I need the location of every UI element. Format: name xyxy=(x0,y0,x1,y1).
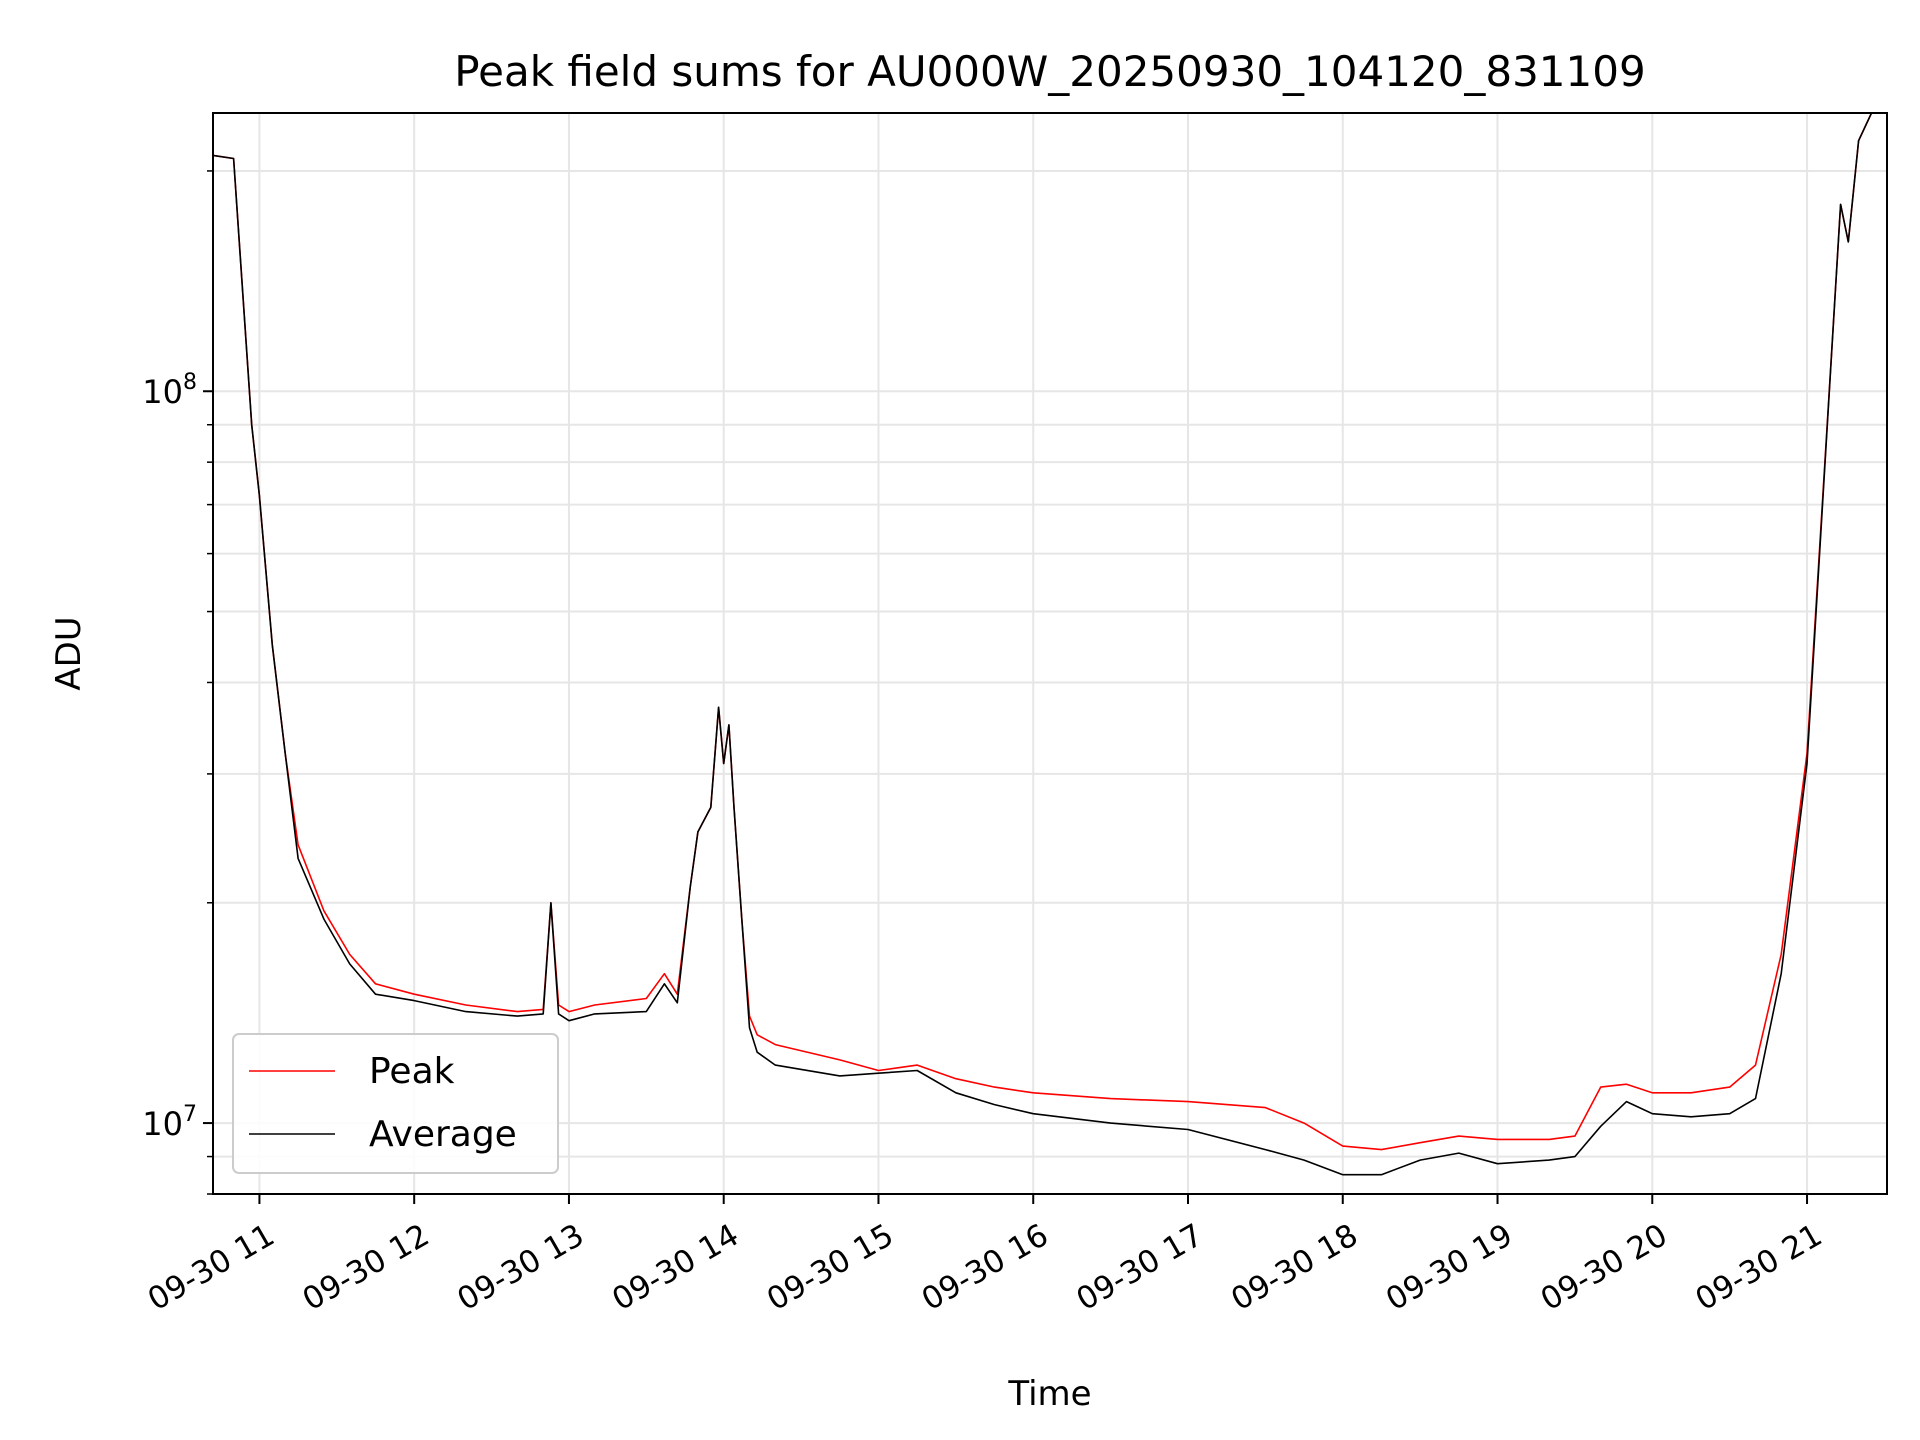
legend: Peak Average xyxy=(232,1033,559,1174)
plot-frame xyxy=(212,112,1888,1195)
plot-series xyxy=(213,113,1873,1176)
legend-box xyxy=(232,1033,559,1174)
y-tick-label: 108 xyxy=(142,370,197,411)
series-line-average xyxy=(213,113,1873,1176)
y-tick-label: 107 xyxy=(142,1102,197,1143)
y-axis-label: ADU xyxy=(49,616,89,690)
x-axis-label: Time xyxy=(1007,1374,1091,1414)
legend-label-peak: Peak xyxy=(369,1051,455,1092)
series-line-peak xyxy=(213,113,1873,1151)
chart-title: Peak field sums for AU000W_20250930_1041… xyxy=(454,47,1645,96)
legend-label-average: Average xyxy=(369,1114,517,1155)
